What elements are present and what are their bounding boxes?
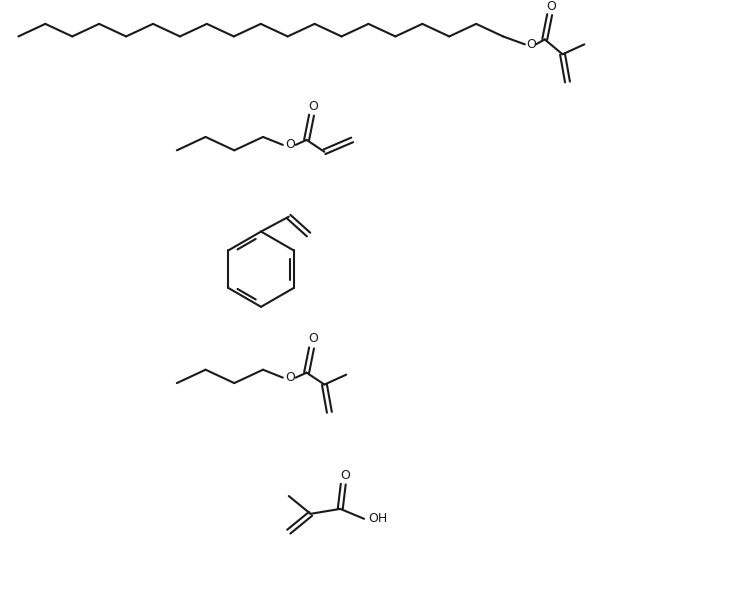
Text: O: O	[285, 371, 294, 384]
Text: O: O	[308, 100, 319, 113]
Text: O: O	[285, 138, 294, 151]
Text: O: O	[308, 332, 319, 346]
Text: O: O	[340, 469, 350, 482]
Text: O: O	[526, 38, 536, 51]
Text: OH: OH	[368, 512, 388, 525]
Text: O: O	[547, 0, 556, 13]
